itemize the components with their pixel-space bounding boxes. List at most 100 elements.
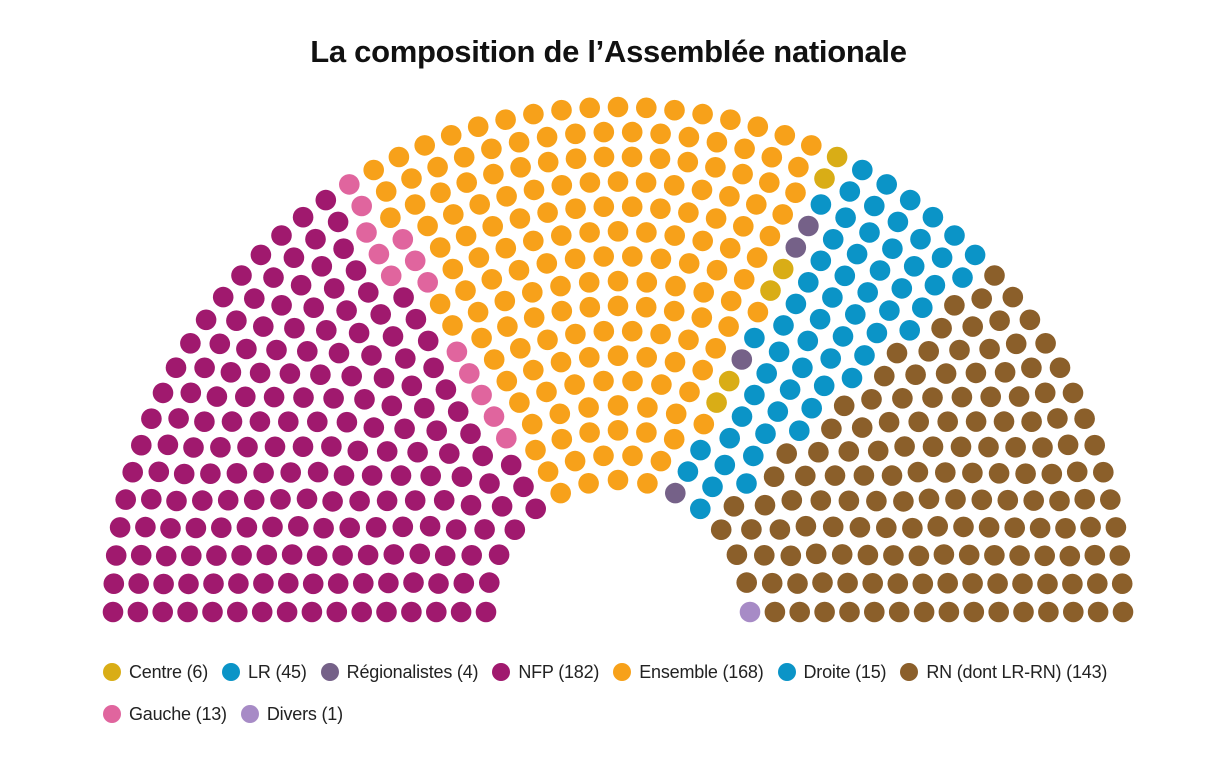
seat-droite — [912, 297, 933, 318]
seat-lr — [810, 250, 832, 272]
seat-nfp — [183, 437, 204, 458]
seat-nfp — [256, 544, 278, 566]
seat-nfp — [426, 420, 448, 442]
seat-rn — [1047, 408, 1068, 429]
seat-nfp — [135, 516, 156, 538]
seat-rn — [814, 601, 835, 623]
seat-lr — [755, 423, 776, 445]
seat-centre — [772, 258, 794, 280]
seat-droite — [924, 274, 946, 296]
seat-ensemble — [607, 469, 629, 491]
seat-lr — [714, 454, 736, 476]
seat-nfp — [228, 573, 249, 594]
seat-ensemble — [650, 198, 671, 219]
seat-nfp — [226, 310, 247, 331]
seat-ensemble — [550, 275, 571, 297]
seat-nfp — [513, 476, 534, 498]
seat-ensemble — [483, 349, 505, 370]
seat-rn — [781, 490, 803, 511]
seat-nfp — [363, 417, 385, 438]
seat-nfp — [491, 496, 513, 517]
seat-rn — [822, 516, 844, 538]
seat-nfp — [211, 517, 232, 538]
seat-ensemble — [414, 135, 436, 156]
legend-swatch — [613, 663, 632, 681]
seat-rn — [1002, 286, 1024, 308]
seat-nfp — [306, 545, 328, 567]
seat-lr — [743, 445, 764, 467]
seat-rn — [1080, 516, 1101, 538]
seat-nfp — [200, 463, 221, 485]
seat-nfp — [276, 601, 298, 623]
seat-nfp — [361, 345, 382, 366]
seat-nfp — [212, 286, 234, 308]
seat-nfp — [180, 382, 202, 404]
seat-ensemble — [772, 204, 793, 225]
seat-ensemble — [508, 131, 530, 153]
seat-rn — [754, 545, 775, 566]
seat-ensemble — [636, 222, 657, 243]
seat-rn — [965, 411, 987, 432]
seat-rn — [838, 490, 860, 512]
seat-nfp — [297, 341, 318, 362]
seat-lr — [922, 206, 944, 228]
seat-ensemble — [733, 269, 755, 290]
seat-rn — [958, 544, 980, 566]
seat-ensemble — [650, 123, 671, 145]
seat-nfp — [128, 573, 149, 594]
seat-ensemble — [621, 196, 643, 217]
legend-item-nfp: NFP (182) — [492, 660, 599, 684]
seat-ensemble — [550, 351, 572, 373]
seat-lr — [756, 363, 777, 384]
seat-rn — [1004, 517, 1025, 538]
seat-rn — [764, 601, 786, 623]
seat-nfp — [278, 572, 299, 594]
seat-ensemble — [677, 151, 699, 173]
seat-rn — [1100, 489, 1121, 510]
seat-ensemble — [621, 320, 643, 342]
seat-ensemble — [607, 395, 629, 416]
seat-nfp — [288, 516, 309, 537]
seat-nfp — [327, 573, 349, 594]
seat-ensemble — [607, 270, 629, 292]
seat-nfp — [249, 362, 271, 384]
seat-nfp — [292, 436, 314, 458]
legend-label: Régionalistes (4) — [346, 661, 479, 682]
seat-nfp — [130, 544, 152, 566]
seat-ensemble — [565, 123, 586, 145]
seat-ensemble — [746, 194, 767, 215]
seat-nfp — [316, 320, 337, 341]
seat-nfp — [303, 297, 325, 318]
seat-nfp — [221, 411, 243, 432]
seat-nfp — [420, 465, 442, 487]
seat-rn — [754, 494, 776, 516]
seat-lr — [810, 194, 832, 215]
seat-rn — [1012, 573, 1033, 594]
seat-nfp — [103, 573, 125, 594]
legend-label: Droite (15) — [803, 661, 887, 682]
seat-rn — [1059, 545, 1081, 567]
seat-rn — [951, 386, 973, 408]
seat-rn — [838, 441, 860, 462]
seat-nfp — [264, 436, 286, 458]
seat-rn — [907, 461, 929, 483]
seat-lr — [702, 476, 723, 498]
seat-nfp — [153, 573, 174, 595]
seat-ensemble — [429, 237, 451, 258]
seat-ensemble — [593, 146, 615, 168]
seat-rn — [963, 601, 985, 623]
seat-droite — [879, 300, 900, 321]
seat-droite — [931, 247, 953, 268]
seat-ensemble — [495, 237, 517, 259]
seat-lr — [690, 498, 711, 520]
seat-rn — [886, 342, 908, 364]
seat-rn — [776, 443, 797, 464]
seat-nfp — [122, 461, 143, 483]
seat-nfp — [479, 572, 500, 593]
seat-nfp — [253, 462, 274, 484]
seat-ensemble — [664, 99, 685, 121]
seat-lr — [767, 401, 789, 422]
seat-lr — [832, 326, 854, 347]
seat-rn — [988, 463, 1010, 484]
seat-rn — [808, 441, 829, 463]
